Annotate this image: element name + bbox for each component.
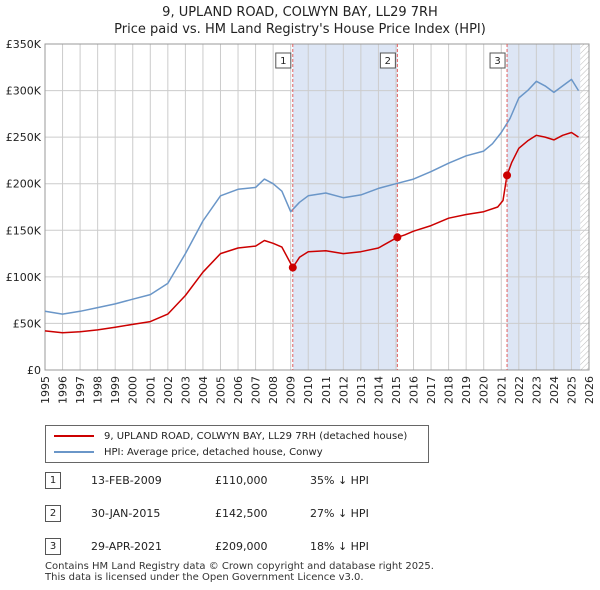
y-tick-label: £0	[27, 364, 41, 377]
x-tick-label: 2006	[232, 376, 245, 404]
y-tick-label: £300K	[6, 85, 42, 98]
x-tick-label: 2023	[530, 376, 543, 404]
sale-label-number: 3	[494, 56, 500, 67]
footer-line-1: Contains HM Land Registry data © Crown c…	[45, 561, 434, 572]
sale-row: 3 29-APR-2021 £209,000 18% ↓ HPI	[45, 538, 445, 556]
price-line	[44, 131, 579, 334]
x-tick-label: 2025	[565, 376, 578, 404]
x-tick-label: 2021	[495, 376, 508, 404]
legend-price-label: 9, UPLAND ROAD, COLWYN BAY, LL29 7RH (de…	[104, 430, 408, 442]
sale-date: 13-FEB-2009	[91, 474, 162, 487]
legend-hpi-swatch	[54, 451, 94, 453]
price-chart: £0 £50K £100K £150K £200K £250K £300K £350K 1995…	[6, 38, 596, 404]
sale-point	[503, 171, 512, 180]
x-tick-label: 2017	[425, 376, 438, 404]
x-tick-label: 2022	[513, 376, 526, 404]
x-tick-label: 2019	[460, 376, 473, 404]
plot-frame	[44, 43, 590, 371]
forecast-hatch	[580, 44, 589, 370]
x-tick-label: 2010	[302, 376, 315, 404]
x-tick-label: 2002	[162, 376, 175, 404]
footer: Contains HM Land Registry data © Crown c…	[45, 561, 434, 583]
y-tick-label: £250K	[6, 131, 42, 144]
sale-number-badge: 1	[45, 472, 61, 489]
legend-price-swatch	[54, 435, 94, 437]
y-tick-label: £150K	[6, 224, 42, 237]
y-tick-label: £200K	[6, 178, 42, 191]
x-tick-label: 2020	[478, 376, 491, 404]
sale-point	[288, 263, 297, 272]
sale-hpi-diff: 35% ↓ HPI	[310, 474, 369, 487]
shaded-period	[292, 44, 398, 370]
x-tick-label: 1997	[74, 376, 87, 404]
legend-item-price: 9, UPLAND ROAD, COLWYN BAY, LL29 7RH (de…	[54, 428, 407, 444]
x-tick-label: 2015	[390, 376, 403, 404]
chart-title: 9, UPLAND ROAD, COLWYN BAY, LL29 7RH Pri…	[0, 4, 600, 38]
sale-row: 2 30-JAN-2015 £142,500 27% ↓ HPI	[45, 505, 445, 523]
title-line-2: Price paid vs. HM Land Registry's House …	[114, 22, 486, 37]
x-tick-label: 2024	[548, 376, 561, 404]
sale-row: 1 13-FEB-2009 £110,000 35% ↓ HPI	[45, 472, 445, 490]
x-tick-label: 2009	[285, 376, 298, 404]
x-tick-label: 2014	[372, 376, 385, 404]
legend: 9, UPLAND ROAD, COLWYN BAY, LL29 7RH (de…	[45, 425, 429, 463]
x-tick-label: 1996	[57, 376, 70, 404]
sale-hpi-diff: 27% ↓ HPI	[310, 507, 369, 520]
sale-label-box	[489, 52, 506, 69]
sale-number-badge: 2	[45, 505, 61, 522]
x-tick-label: 2003	[179, 376, 192, 404]
x-tick-label: 2005	[214, 376, 227, 404]
sale-hpi-diff: 18% ↓ HPI	[310, 540, 369, 553]
sale-label-box	[275, 52, 292, 69]
x-tick-label: 2026	[583, 376, 596, 404]
sale-price: £209,000	[215, 540, 268, 553]
x-tick-label: 2001	[144, 376, 157, 404]
x-tick-label: 1999	[109, 376, 122, 404]
title-line-1: 9, UPLAND ROAD, COLWYN BAY, LL29 7RH	[162, 5, 438, 20]
x-tick-label: 2007	[250, 376, 263, 404]
shaded-period	[507, 44, 581, 370]
x-tick-label: 2016	[408, 376, 421, 404]
hpi-line	[44, 78, 580, 315]
y-tick-label: £100K	[6, 271, 42, 284]
x-tick-label: 2011	[320, 376, 333, 404]
x-tick-label: 2004	[197, 376, 210, 404]
y-tick-label: £350K	[6, 38, 42, 51]
legend-item-hpi: HPI: Average price, detached house, Conw…	[54, 444, 323, 460]
sale-date: 29-APR-2021	[91, 540, 163, 553]
y-tick-label: £50K	[13, 317, 42, 330]
x-tick-label: 2000	[127, 376, 140, 404]
x-tick-label: 1995	[39, 376, 52, 404]
sale-price: £110,000	[215, 474, 268, 487]
sale-number-badge: 3	[45, 538, 61, 555]
sale-price: £142,500	[215, 507, 268, 520]
footer-line-2: This data is licensed under the Open Gov…	[45, 572, 364, 583]
legend-hpi-label: HPI: Average price, detached house, Conw…	[104, 446, 323, 458]
sale-label-number: 1	[280, 56, 286, 67]
x-tick-label: 2012	[337, 376, 350, 404]
sale-label-number: 2	[385, 56, 391, 67]
x-tick-label: 2008	[267, 376, 280, 404]
sale-label-box	[379, 52, 396, 69]
x-tick-label: 2013	[355, 376, 368, 404]
sale-point	[393, 233, 402, 242]
sale-date: 30-JAN-2015	[91, 507, 161, 520]
x-tick-label: 1998	[92, 376, 105, 404]
x-tick-label: 2018	[443, 376, 456, 404]
